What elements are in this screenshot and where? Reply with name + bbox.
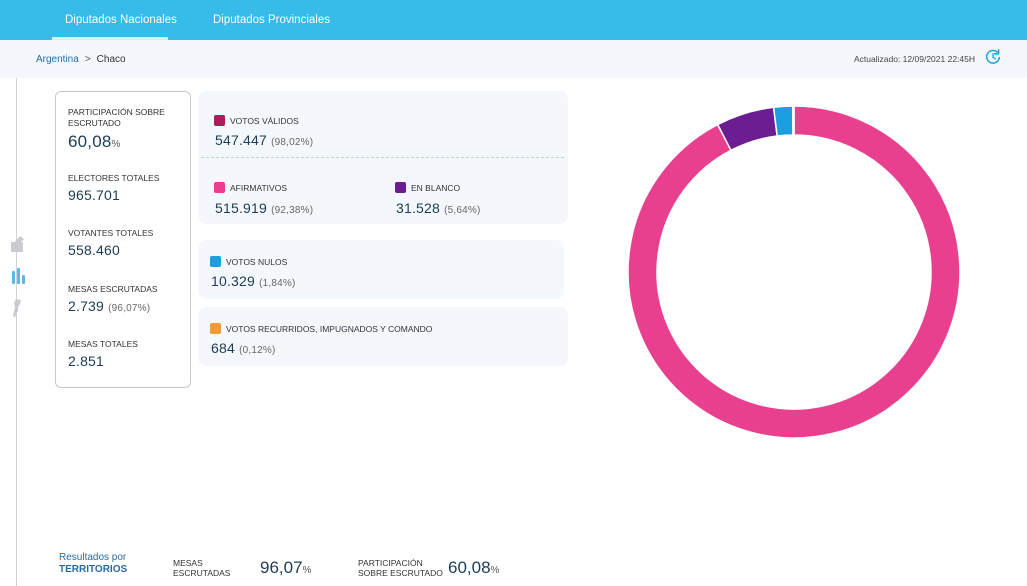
blanco-pct: (5,64%)	[444, 205, 481, 216]
tab-diputados-nacionales[interactable]: Diputados Nacionales	[52, 0, 177, 40]
top-nav: Diputados Nacionales Diputados Provincia…	[0, 0, 1027, 40]
votantes-label: VOTANTES TOTALES	[68, 228, 154, 238]
electores-block: ELECTORES TOTALES 965.701	[68, 173, 186, 203]
panel-divider	[201, 157, 564, 158]
nulos-label-text: VOTOS NULOS	[226, 256, 288, 267]
mesas-escrutadas-number: 2.739	[68, 298, 105, 314]
recurridos-value: 684 (0,12%)	[211, 340, 275, 356]
bar-chart-icon[interactable]	[9, 266, 27, 286]
afirmativos-pct: (92,38%)	[271, 205, 314, 216]
mesas-escrutadas-pct: (96,07%)	[108, 303, 151, 314]
footer-part-unit: %	[490, 565, 500, 576]
footer-mesas-label-line1: MESAS	[173, 558, 203, 568]
refresh-icon[interactable]	[984, 48, 1002, 66]
votantes-block: VOTANTES TOTALES 558.460	[68, 228, 186, 258]
breadcrumb-root[interactable]: Argentina	[36, 54, 79, 65]
blanco-label: EN BLANCO	[395, 182, 460, 193]
validos-label: VOTOS VÁLIDOS	[214, 115, 299, 126]
footer-mesas-number: 96,07	[260, 558, 303, 577]
recurridos-number: 684	[211, 340, 235, 356]
participacion-unit: %	[111, 139, 121, 150]
rail-line	[16, 78, 17, 586]
territorios-link-line2: TERRITORIOS	[59, 564, 128, 575]
mesas-totales-label: MESAS TOTALES	[68, 339, 138, 349]
footer-mesas-unit: %	[302, 565, 312, 576]
validos-number: 547.447	[215, 132, 268, 148]
recurridos-label: VOTOS RECURRIDOS, IMPUGNADOS Y COMANDO	[210, 323, 432, 334]
breadcrumb-bar: Argentina > Chaco Actualizado: 12/09/2021 …	[0, 40, 1027, 78]
nulos-label: VOTOS NULOS	[210, 256, 287, 267]
breadcrumb: Argentina > Chaco	[36, 54, 126, 65]
afirmativos-label: AFIRMATIVOS	[214, 182, 287, 193]
blanco-label-text: EN BLANCO	[411, 182, 461, 193]
footer-mesas-label-line2: ESCRUTADAS	[173, 568, 231, 578]
mesas-totales-block: MESAS TOTALES 2.851	[68, 339, 186, 369]
blanco-number: 31.528	[396, 200, 441, 216]
footer-part-value: 60,08%	[448, 558, 499, 578]
null-votes-panel	[198, 240, 564, 299]
votantes-value: 558.460	[68, 242, 121, 258]
footer-part-label-line1: PARTICIPACIÓN	[358, 558, 423, 568]
donut-slice-votos-recurridos[interactable]	[791, 105, 795, 136]
validos-value: 547.447 (98,02%)	[215, 132, 313, 148]
donut-slice-votos-nulos[interactable]	[772, 105, 794, 137]
contested-votes-panel	[198, 307, 568, 366]
nulos-value: 10.329 (1,84%)	[211, 273, 296, 289]
ballot-box-icon[interactable]	[9, 234, 27, 254]
mesas-escrutadas-value: 2.739 (96,07%)	[68, 298, 186, 314]
nulos-swatch	[210, 256, 221, 267]
electores-label: ELECTORES TOTALES	[68, 173, 160, 183]
nulos-number: 10.329	[211, 273, 256, 289]
updated-timestamp: Actualizado: 12/09/2021 22:45H	[854, 54, 975, 64]
blanco-value: 31.528 (5,64%)	[396, 200, 481, 216]
recurridos-pct: (0,12%)	[239, 345, 276, 356]
tab-diputados-provinciales[interactable]: Diputados Provinciales	[213, 14, 330, 26]
footer-mesas-label: MESAS ESCRUTADAS	[173, 558, 230, 578]
afirmativos-value: 515.919 (92,38%)	[215, 200, 313, 216]
footer-part-label-line2: SOBRE ESCRUTADO	[358, 568, 443, 578]
mesas-totales-value: 2.851	[68, 353, 105, 369]
participacion-block: PARTICIPACIÓN SOBRE ESCRUTADO 60,08%	[68, 107, 186, 152]
nulos-pct: (1,84%)	[259, 278, 296, 289]
electores-value: 965.701	[68, 187, 121, 203]
participacion-number: 60,08	[68, 132, 112, 151]
territorios-link-line1: Resultados por	[59, 552, 127, 563]
footer-mesas-value: 96,07%	[260, 558, 311, 578]
map-icon[interactable]	[9, 298, 27, 318]
breadcrumb-separator: >	[84, 54, 91, 65]
summary-card: PARTICIPACIÓN SOBRE ESCRUTADO 60,08% ELE…	[55, 91, 191, 388]
afirmativos-swatch	[214, 182, 225, 193]
participacion-value: 60,08%	[68, 132, 186, 152]
afirmativos-label-text: AFIRMATIVOS	[230, 182, 287, 193]
validos-swatch	[214, 115, 225, 126]
validos-label-text: VOTOS VÁLIDOS	[230, 115, 299, 126]
mesas-escrutadas-block: MESAS ESCRUTADAS 2.739 (96,07%)	[68, 284, 186, 314]
footer-part-label: PARTICIPACIÓN SOBRE ESCRUTADO	[358, 558, 443, 578]
validos-pct: (98,02%)	[271, 137, 314, 148]
results-donut-chart	[627, 105, 961, 439]
recurridos-label-text: VOTOS RECURRIDOS, IMPUGNADOS Y COMANDO	[226, 323, 433, 334]
donut-slice-afirmativos[interactable]	[627, 105, 961, 439]
participacion-label: PARTICIPACIÓN SOBRE ESCRUTADO	[68, 107, 165, 128]
mesas-escrutadas-label: MESAS ESCRUTADAS	[68, 284, 158, 294]
territorios-link[interactable]: Resultados por TERRITORIOS	[59, 552, 127, 576]
footer-part-number: 60,08	[448, 558, 491, 577]
recurridos-swatch	[210, 323, 221, 334]
blanco-swatch	[395, 182, 406, 193]
afirmativos-number: 515.919	[215, 200, 268, 216]
breadcrumb-current: Chaco	[96, 54, 126, 65]
